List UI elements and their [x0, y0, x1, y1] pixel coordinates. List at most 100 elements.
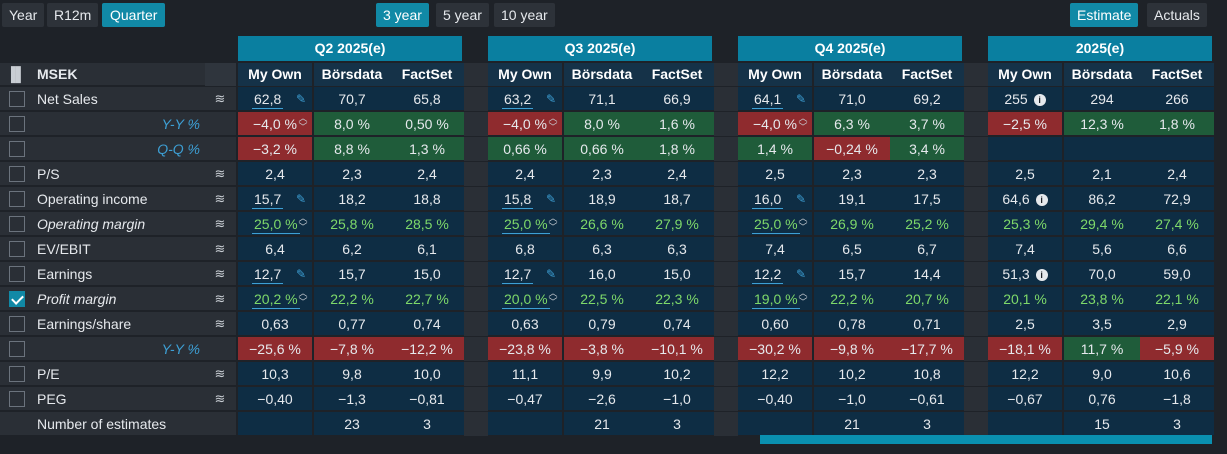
edit-pencil-icon[interactable]: ✎: [545, 267, 556, 281]
value-cell[interactable]: 6,8: [488, 237, 562, 261]
value-cell[interactable]: −30,2 %: [738, 337, 812, 361]
source-header[interactable]: My Own: [238, 63, 312, 86]
layers-icon[interactable]: ≋: [214, 316, 226, 331]
layers-icon[interactable]: ≋: [214, 241, 226, 256]
edit-pencil-icon[interactable]: ✎: [545, 92, 556, 106]
value-cell[interactable]: −4,0 % ︿ ﹀: [738, 112, 812, 136]
chart-icon[interactable]: ▐▌: [6, 66, 26, 82]
info-icon[interactable]: i: [1033, 94, 1046, 107]
stepper-icon[interactable]: ︿ ﹀: [298, 288, 308, 307]
quarter-button[interactable]: Quarter: [102, 3, 166, 27]
value-cell[interactable]: 0,63: [488, 312, 562, 336]
stepper-icon[interactable]: ︿ ﹀: [548, 213, 558, 232]
stepper-icon[interactable]: ︿ ﹀: [548, 113, 558, 132]
edit-pencil-icon[interactable]: ✎: [295, 267, 306, 281]
layers-icon[interactable]: ≋: [214, 266, 226, 281]
value-cell[interactable]: 0,66 %: [488, 137, 562, 161]
value-cell[interactable]: 2,4: [238, 162, 312, 186]
value-cell[interactable]: 1,4 %: [738, 137, 812, 161]
3-year-button[interactable]: 3 year: [376, 3, 429, 27]
value-cell[interactable]: 20,2 % ︿ ﹀: [238, 287, 312, 311]
edit-pencil-icon[interactable]: ✎: [545, 192, 556, 206]
layers-icon[interactable]: ≋: [214, 191, 226, 206]
layers-icon[interactable]: ≋: [214, 166, 226, 181]
info-icon[interactable]: i: [1035, 194, 1048, 207]
value-cell[interactable]: −4,0 % ︿ ﹀: [238, 112, 312, 136]
value-cell[interactable]: 25,0 % ︿ ﹀: [238, 212, 312, 236]
value-cell[interactable]: −0,40: [238, 387, 312, 411]
value-cell[interactable]: −3,2 %: [238, 137, 312, 161]
row-checkbox[interactable]: [9, 341, 25, 357]
value-cell[interactable]: 12,7 ✎: [488, 262, 562, 286]
layers-icon[interactable]: ≋: [214, 91, 226, 106]
value-cell[interactable]: 0,63: [238, 312, 312, 336]
value-cell[interactable]: −4,0 % ︿ ﹀: [488, 112, 562, 136]
actuals-button[interactable]: Actuals: [1147, 3, 1207, 27]
edit-pencil-icon[interactable]: ✎: [795, 267, 806, 281]
10-year-button[interactable]: 10 year: [494, 3, 555, 27]
row-checkbox[interactable]: [9, 391, 25, 407]
source-header[interactable]: FactSet: [1140, 63, 1214, 86]
layers-icon[interactable]: ≋: [214, 216, 226, 231]
source-header[interactable]: Börsdata: [564, 63, 640, 86]
value-cell[interactable]: 63,2 ✎: [488, 87, 562, 111]
value-cell[interactable]: 11,1: [488, 362, 562, 386]
row-checkbox[interactable]: [9, 291, 25, 307]
value-cell[interactable]: 20,0 % ︿ ﹀: [488, 287, 562, 311]
stepper-icon[interactable]: ︿ ﹀: [298, 213, 308, 232]
layers-icon[interactable]: ≋: [214, 291, 226, 306]
value-cell[interactable]: 10,3: [238, 362, 312, 386]
edit-pencil-icon[interactable]: ✎: [795, 92, 806, 106]
value-cell[interactable]: 25,0 % ︿ ﹀: [488, 212, 562, 236]
value-cell[interactable]: −25,6 %: [238, 337, 312, 361]
stepper-icon[interactable]: ︿ ﹀: [798, 288, 808, 307]
row-checkbox[interactable]: [9, 241, 25, 257]
row-checkbox[interactable]: [9, 316, 25, 332]
stepper-icon[interactable]: ︿ ﹀: [298, 113, 308, 132]
source-header[interactable]: My Own: [488, 63, 562, 86]
row-checkbox[interactable]: [9, 366, 25, 382]
value-cell[interactable]: 0,60: [738, 312, 812, 336]
stepper-icon[interactable]: ︿ ﹀: [798, 213, 808, 232]
value-cell[interactable]: 16,0 ✎: [738, 187, 812, 211]
row-checkbox[interactable]: [9, 166, 25, 182]
estimate-button[interactable]: Estimate: [1070, 3, 1139, 27]
edit-pencil-icon[interactable]: ✎: [295, 192, 306, 206]
value-cell[interactable]: 12,7 ✎: [238, 262, 312, 286]
edit-pencil-icon[interactable]: ✎: [795, 192, 806, 206]
source-header[interactable]: Börsdata: [314, 63, 390, 86]
info-icon[interactable]: i: [1035, 269, 1048, 282]
value-cell[interactable]: 6,4: [238, 237, 312, 261]
source-header[interactable]: My Own: [988, 63, 1062, 86]
stepper-icon[interactable]: ︿ ﹀: [548, 288, 558, 307]
source-header[interactable]: Börsdata: [1064, 63, 1140, 86]
row-checkbox[interactable]: [9, 216, 25, 232]
source-header[interactable]: FactSet: [390, 63, 464, 86]
value-cell[interactable]: 64,1 ✎: [738, 87, 812, 111]
row-checkbox[interactable]: [9, 91, 25, 107]
source-header[interactable]: FactSet: [640, 63, 714, 86]
row-checkbox[interactable]: [9, 116, 25, 132]
value-cell[interactable]: 19,0 % ︿ ﹀: [738, 287, 812, 311]
source-header[interactable]: My Own: [738, 63, 812, 86]
value-cell[interactable]: 15,7 ✎: [238, 187, 312, 211]
value-cell[interactable]: −0,47: [488, 387, 562, 411]
value-cell[interactable]: 15,8 ✎: [488, 187, 562, 211]
edit-pencil-icon[interactable]: ✎: [295, 92, 306, 106]
row-checkbox[interactable]: [9, 191, 25, 207]
value-cell[interactable]: 2,5: [738, 162, 812, 186]
source-header[interactable]: FactSet: [890, 63, 964, 86]
layers-icon[interactable]: ≋: [214, 366, 226, 381]
value-cell[interactable]: −23,8 %: [488, 337, 562, 361]
horizontal-scrollbar[interactable]: [760, 435, 1212, 444]
row-checkbox[interactable]: [9, 266, 25, 282]
value-cell[interactable]: 25,0 % ︿ ﹀: [738, 212, 812, 236]
source-header[interactable]: Börsdata: [814, 63, 890, 86]
stepper-icon[interactable]: ︿ ﹀: [798, 113, 808, 132]
value-cell[interactable]: 62,8 ✎: [238, 87, 312, 111]
value-cell[interactable]: 7,4: [738, 237, 812, 261]
value-cell[interactable]: 12,2 ✎: [738, 262, 812, 286]
value-cell[interactable]: 12,2: [738, 362, 812, 386]
layers-icon[interactable]: ≋: [214, 391, 226, 406]
value-cell[interactable]: 2,4: [488, 162, 562, 186]
